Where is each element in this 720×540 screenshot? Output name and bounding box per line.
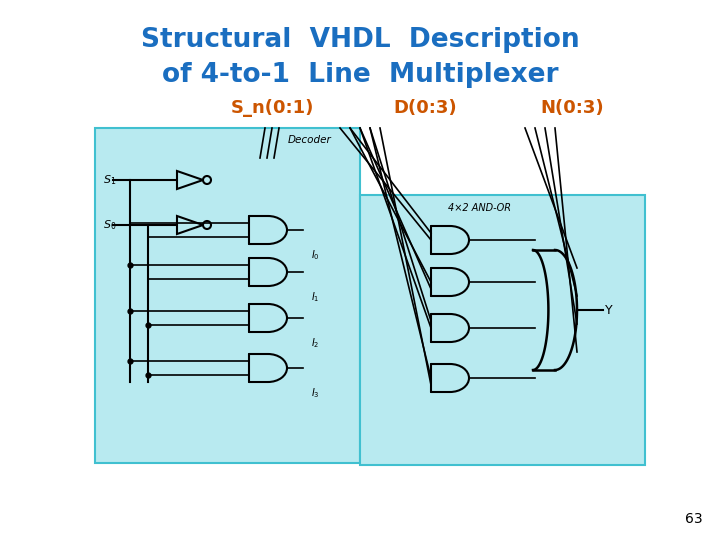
Text: S_n(0:1): S_n(0:1) [230, 99, 314, 117]
Text: $I_0$: $I_0$ [311, 248, 320, 262]
Text: $S_0$: $S_0$ [103, 218, 117, 232]
Text: Structural  VHDL  Description: Structural VHDL Description [140, 27, 580, 53]
Text: N(0:3): N(0:3) [540, 99, 604, 117]
Text: $I_3$: $I_3$ [311, 386, 320, 400]
Bar [95, 128, 360, 463]
Text: Decoder: Decoder [288, 135, 332, 145]
Bar [360, 195, 645, 465]
Text: of 4-to-1  Line  Multiplexer: of 4-to-1 Line Multiplexer [162, 62, 558, 88]
Text: 4×2 AND-OR: 4×2 AND-OR [449, 203, 511, 213]
Text: $S_1$: $S_1$ [103, 173, 117, 187]
Text: Y: Y [605, 303, 613, 316]
Text: $I_1$: $I_1$ [311, 290, 320, 304]
Text: 63: 63 [685, 512, 703, 526]
Text: $I_2$: $I_2$ [311, 336, 320, 350]
Text: D(0:3): D(0:3) [393, 99, 456, 117]
